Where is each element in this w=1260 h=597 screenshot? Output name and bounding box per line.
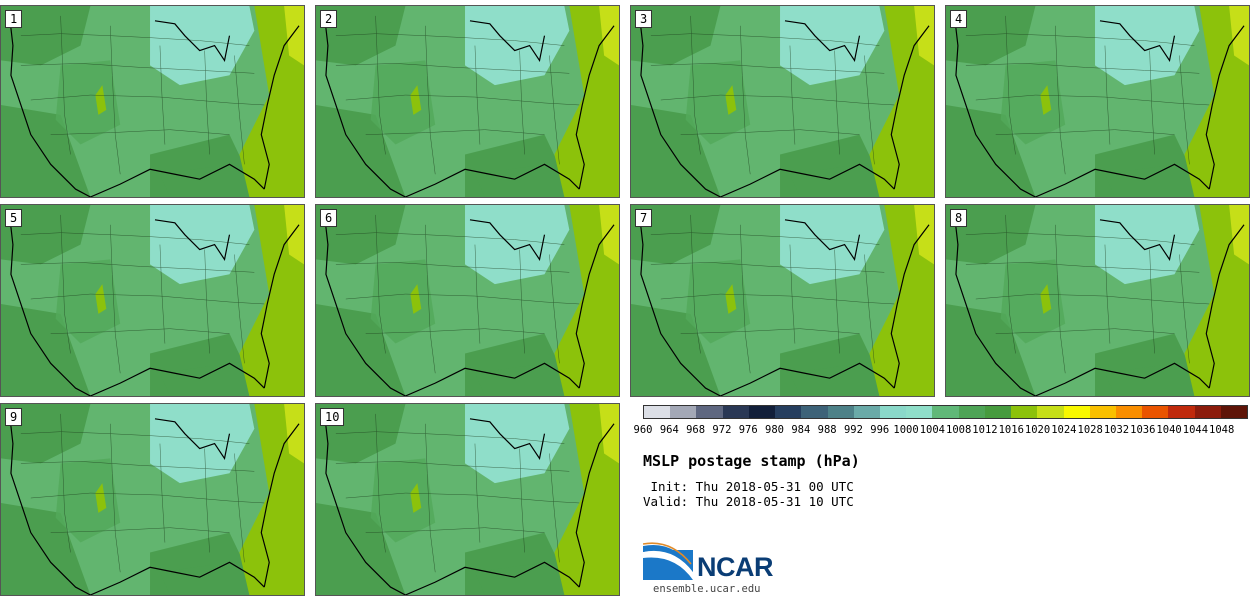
colorbar-swatch bbox=[1142, 406, 1169, 418]
colorbar-tick-label: 976 bbox=[738, 424, 758, 436]
colorbar-swatch bbox=[722, 406, 749, 418]
member-map-panel: 4 bbox=[945, 5, 1250, 198]
colorbar-tick-label: 1012 bbox=[972, 424, 998, 436]
colorbar-tick-label: 1036 bbox=[1130, 424, 1156, 436]
colorbar-tick-label: 992 bbox=[843, 424, 863, 436]
colorbar-swatch bbox=[932, 406, 959, 418]
colorbar-tick-label: 988 bbox=[817, 424, 837, 436]
member-label: 4 bbox=[950, 10, 968, 28]
colorbar-tick-label: 1016 bbox=[998, 424, 1024, 436]
colorbar-swatch bbox=[696, 406, 723, 418]
member-label: 7 bbox=[635, 209, 653, 227]
member-label: 2 bbox=[320, 10, 338, 28]
colorbar-tick-label: 980 bbox=[765, 424, 784, 436]
colorbar-swatch bbox=[879, 406, 907, 418]
colorbar-tick-label: 960 bbox=[633, 424, 653, 436]
colorbar-swatch bbox=[1194, 406, 1221, 418]
colorbar-swatch bbox=[984, 406, 1012, 418]
colorbar-swatch bbox=[1089, 406, 1116, 418]
colorbar-swatch bbox=[644, 406, 671, 418]
colorbar-tick-label: 964 bbox=[659, 424, 679, 436]
member-map-panel: 2 bbox=[315, 5, 620, 198]
colorbar-tick-label: 1020 bbox=[1024, 424, 1051, 436]
member-label: 5 bbox=[5, 209, 23, 227]
member-map-panel: 5 bbox=[0, 204, 305, 397]
colorbar-swatch bbox=[853, 406, 880, 418]
init-time: Init: Thu 2018-05-31 00 UTC bbox=[643, 479, 854, 494]
member-map-panel: 6 bbox=[315, 204, 620, 397]
colorbar-swatch bbox=[1220, 406, 1248, 418]
member-map-panel: 9 bbox=[0, 403, 305, 596]
colorbar-swatch bbox=[801, 406, 828, 418]
colorbar-swatch bbox=[906, 406, 933, 418]
colorbar-tick-label: 972 bbox=[712, 424, 732, 436]
colorbar-swatch bbox=[958, 406, 985, 418]
colorbar-tick-label: 1040 bbox=[1156, 424, 1182, 436]
member-label: 6 bbox=[320, 209, 338, 227]
member-map-panel: 10 bbox=[315, 403, 620, 596]
member-map-panel: 3 bbox=[630, 5, 935, 198]
chart-title: MSLP postage stamp (hPa) bbox=[643, 452, 860, 470]
colorbar-swatch bbox=[670, 406, 697, 418]
colorbar-swatch bbox=[1011, 406, 1038, 418]
colorbar-tick-label: 1032 bbox=[1103, 424, 1130, 436]
colorbar-tick-label: 1008 bbox=[945, 424, 972, 436]
colorbar-tick-label: 968 bbox=[686, 424, 706, 436]
colorbar-swatch bbox=[775, 406, 802, 418]
member-label: 9 bbox=[5, 408, 23, 426]
colorbar-tick-label: 1004 bbox=[919, 424, 945, 436]
ncar-logo-icon bbox=[643, 542, 693, 580]
colorbar-tick-label: 1024 bbox=[1051, 424, 1077, 436]
colorbar-tick-label: 1028 bbox=[1077, 424, 1103, 436]
colorbar-swatch bbox=[827, 406, 854, 418]
colorbar-tick-label: 1044 bbox=[1182, 424, 1209, 436]
member-map-panel: 8 bbox=[945, 204, 1250, 397]
colorbar-swatch bbox=[1037, 406, 1064, 418]
member-map-panel: 7 bbox=[630, 204, 935, 397]
valid-time: Valid: Thu 2018-05-31 10 UTC bbox=[643, 494, 854, 509]
colorbar bbox=[643, 405, 1248, 419]
colorbar-swatch bbox=[1063, 406, 1090, 418]
colorbar-tick-label: 984 bbox=[791, 424, 811, 436]
colorbar-ticks: 960 964 968 972 976 980 984 988 992 996 1000 1004 10… bbox=[632, 424, 1252, 438]
member-label: 8 bbox=[950, 209, 968, 227]
member-label: 3 bbox=[635, 10, 653, 28]
member-map-panel: 1 bbox=[0, 5, 305, 198]
colorbar-swatch bbox=[748, 406, 776, 418]
colorbar-tick-label: 1048 bbox=[1209, 424, 1235, 436]
ncar-logo-text: NCAR bbox=[697, 552, 774, 582]
site-url: ensemble.ucar.edu bbox=[653, 583, 761, 595]
member-label: 10 bbox=[320, 408, 345, 426]
colorbar-swatch bbox=[1115, 406, 1143, 418]
colorbar-swatch bbox=[1168, 406, 1195, 418]
colorbar-tick-label: 1000 bbox=[893, 424, 919, 436]
member-label: 1 bbox=[5, 10, 23, 28]
colorbar-tick-label: 996 bbox=[870, 424, 890, 436]
